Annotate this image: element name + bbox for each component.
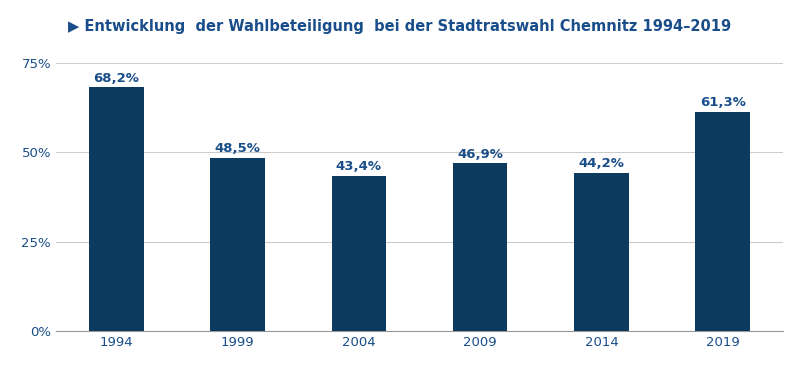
Bar bbox=[574, 173, 629, 331]
Text: 44,2%: 44,2% bbox=[578, 158, 624, 170]
Bar bbox=[210, 158, 264, 331]
Text: 43,4%: 43,4% bbox=[336, 160, 382, 173]
Bar bbox=[332, 176, 386, 331]
Text: 48,5%: 48,5% bbox=[215, 142, 260, 155]
Bar bbox=[453, 163, 507, 331]
Bar bbox=[695, 112, 750, 331]
Text: 68,2%: 68,2% bbox=[93, 72, 139, 85]
Bar bbox=[89, 87, 144, 331]
Text: 46,9%: 46,9% bbox=[457, 148, 503, 161]
Text: 61,3%: 61,3% bbox=[700, 96, 745, 109]
Text: ▶ Entwicklung  der Wahlbeteiligung  bei der Stadtratswahl Chemnitz 1994–2019: ▶ Entwicklung der Wahlbeteiligung bei de… bbox=[68, 19, 731, 34]
